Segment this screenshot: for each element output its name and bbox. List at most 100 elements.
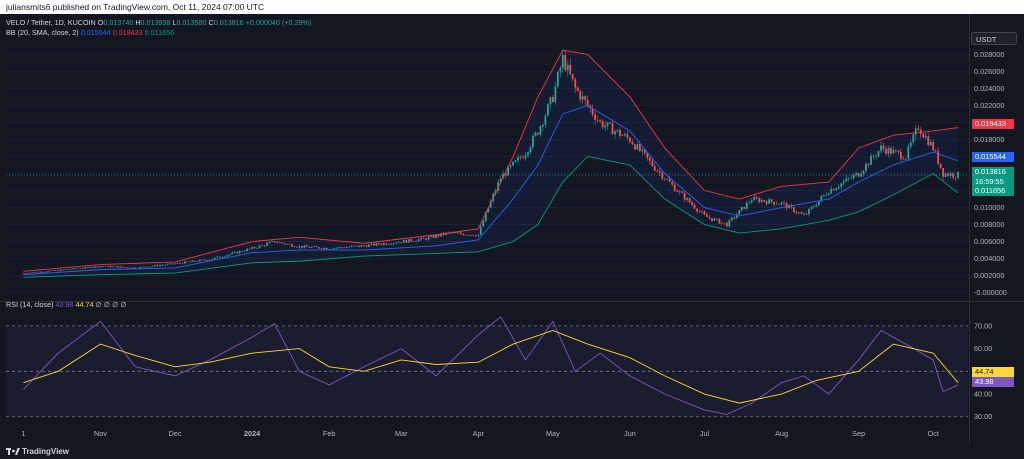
bb-lower-line bbox=[23, 156, 959, 278]
candle-body bbox=[638, 143, 641, 152]
rsi-line bbox=[23, 316, 959, 415]
candle-body bbox=[360, 245, 363, 247]
candle-body bbox=[957, 171, 959, 178]
currency-badge[interactable]: USDT bbox=[971, 32, 1017, 45]
symbol-title[interactable]: VELO / Tether, 1D, KUCOIN bbox=[6, 18, 96, 27]
candle-body bbox=[290, 244, 293, 247]
candle-body bbox=[487, 207, 490, 213]
candle-body bbox=[263, 245, 266, 246]
candle-body bbox=[895, 149, 897, 151]
candle-body bbox=[877, 150, 880, 157]
candle-body bbox=[847, 178, 850, 179]
candle-body bbox=[937, 150, 940, 164]
candle-body bbox=[890, 147, 892, 154]
rsi-ma-tag: 44.74 bbox=[972, 367, 1014, 377]
candle-body bbox=[721, 222, 723, 224]
candle-body bbox=[295, 247, 298, 248]
candle-body bbox=[897, 150, 900, 152]
candle-body bbox=[397, 242, 400, 243]
candle-body bbox=[159, 265, 162, 267]
candle-body bbox=[261, 245, 263, 246]
candle-body bbox=[472, 234, 475, 236]
candle-body bbox=[902, 158, 905, 160]
time-tick-label: Apr bbox=[473, 429, 485, 438]
candle-body bbox=[440, 233, 442, 237]
candle-body bbox=[278, 242, 281, 243]
candle-body bbox=[350, 245, 353, 247]
bb-basis-value: 0.015544 bbox=[80, 28, 111, 37]
rsi-tick-label: 70.00 bbox=[974, 321, 992, 330]
candle-body bbox=[653, 166, 656, 171]
candle-body bbox=[725, 222, 728, 227]
candle-body bbox=[174, 263, 176, 265]
candle-body bbox=[711, 218, 713, 221]
candle-body bbox=[763, 200, 766, 202]
candle-body bbox=[221, 256, 224, 258]
bb-label[interactable]: BB (20, SMA, close, 2) bbox=[6, 28, 79, 37]
candle-body bbox=[604, 125, 606, 128]
last-price-tag: 0.013816 16:59:55 bbox=[972, 167, 1014, 187]
rsi-label[interactable]: RSI (14, close) bbox=[6, 300, 54, 309]
candle-body bbox=[745, 202, 748, 209]
candle-body bbox=[810, 207, 813, 209]
candle-body bbox=[194, 260, 196, 262]
candle-body bbox=[554, 86, 557, 103]
candle-body bbox=[358, 245, 360, 247]
candle-body bbox=[477, 234, 480, 237]
candle-body bbox=[181, 263, 184, 264]
candle-body bbox=[825, 194, 828, 196]
candle-body bbox=[934, 150, 937, 151]
candle-body bbox=[800, 212, 803, 214]
candle-body bbox=[455, 232, 457, 234]
candle-body bbox=[121, 266, 124, 268]
candle-body bbox=[497, 182, 500, 191]
candle-body bbox=[778, 203, 780, 205]
candle-body bbox=[631, 141, 634, 145]
candle-body bbox=[176, 262, 179, 264]
candle-body bbox=[201, 259, 204, 261]
candle-body bbox=[457, 232, 460, 234]
candle-body bbox=[285, 243, 288, 245]
chart-area[interactable]: 0.0280000.0260000.0240000.0220000.020000… bbox=[0, 14, 1024, 445]
candle-body bbox=[716, 218, 718, 220]
candle-body bbox=[537, 132, 539, 135]
bb-legend: BB (20, SMA, close, 2) 0.015544 0.019433… bbox=[6, 28, 174, 38]
candle-body bbox=[97, 266, 99, 268]
candle-body bbox=[609, 122, 611, 124]
candle-body bbox=[865, 163, 867, 171]
candle-body bbox=[753, 197, 756, 201]
candle-body bbox=[34, 272, 37, 273]
candle-body bbox=[504, 173, 507, 176]
candle-body bbox=[223, 256, 226, 258]
rsi-tick-label: 30.00 bbox=[974, 412, 992, 421]
candle-body bbox=[932, 142, 935, 151]
candle-body bbox=[425, 238, 427, 240]
pane-separator bbox=[0, 301, 1024, 302]
candle-body bbox=[793, 207, 795, 213]
candle-body bbox=[368, 244, 370, 247]
candle-body bbox=[459, 232, 462, 234]
candle-body bbox=[875, 156, 877, 157]
candle-body bbox=[74, 268, 77, 269]
candle-body bbox=[803, 213, 805, 215]
candle-body bbox=[179, 262, 181, 264]
candle-body bbox=[62, 269, 65, 271]
candle-body bbox=[64, 269, 67, 271]
candle-body bbox=[827, 193, 830, 195]
candle-body bbox=[114, 266, 117, 268]
chart-canvas[interactable]: 0.0280000.0260000.0240000.0220000.020000… bbox=[0, 14, 1024, 445]
candle-body bbox=[676, 190, 679, 192]
candle-body bbox=[601, 121, 604, 128]
candle-body bbox=[323, 247, 326, 250]
candle-body bbox=[616, 129, 619, 132]
candle-body bbox=[599, 120, 602, 122]
candle-body bbox=[773, 202, 776, 205]
candle-body bbox=[328, 249, 331, 250]
candle-body bbox=[666, 179, 669, 180]
time-tick-label: Jun bbox=[624, 429, 636, 438]
candle-body bbox=[668, 179, 671, 182]
candle-body bbox=[569, 64, 572, 75]
candle-body bbox=[758, 198, 761, 203]
candle-body bbox=[887, 147, 890, 154]
candle-body bbox=[355, 245, 358, 247]
